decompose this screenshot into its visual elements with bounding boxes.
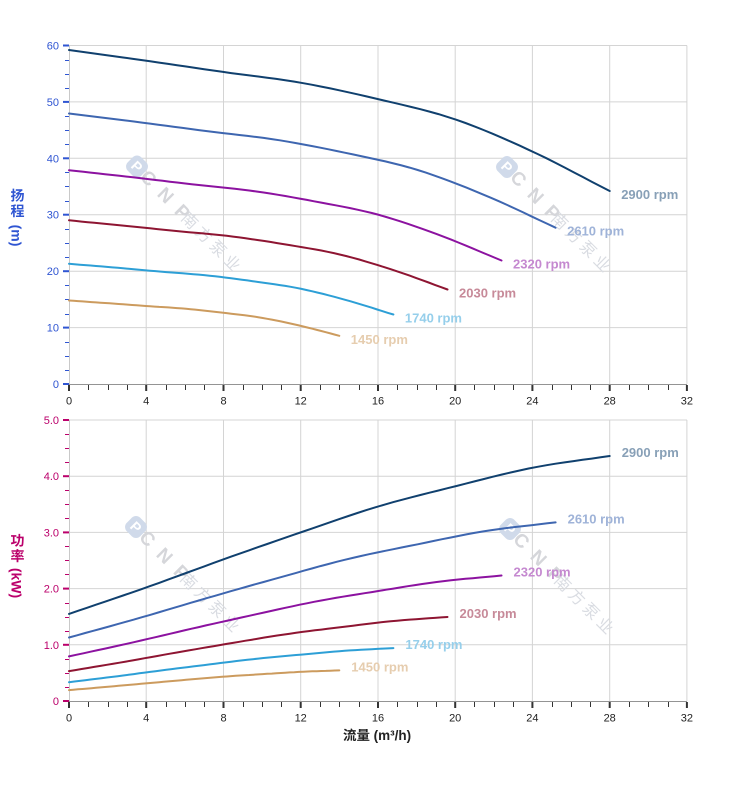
svg-text:0: 0	[53, 696, 59, 708]
svg-text:16: 16	[372, 396, 384, 408]
svg-text:32: 32	[681, 396, 693, 408]
svg-text:(m³/h): (m³/h)	[374, 728, 412, 743]
svg-text:1740 rpm: 1740 rpm	[405, 311, 462, 326]
svg-text:28: 28	[604, 396, 616, 408]
svg-text:2610 rpm: 2610 rpm	[567, 224, 624, 239]
svg-text:0: 0	[66, 713, 72, 725]
svg-text:28: 28	[604, 713, 616, 725]
svg-text:24: 24	[526, 396, 538, 408]
svg-text:(m): (m)	[9, 225, 25, 247]
svg-text:3.0: 3.0	[44, 527, 59, 539]
svg-text:4: 4	[143, 396, 149, 408]
svg-text:5.0: 5.0	[44, 415, 59, 427]
svg-text:2610 rpm: 2610 rpm	[568, 511, 625, 526]
svg-text:2900 rpm: 2900 rpm	[622, 445, 679, 460]
svg-text:30: 30	[47, 210, 59, 222]
svg-text:40: 40	[47, 153, 59, 165]
svg-text:8: 8	[220, 396, 226, 408]
svg-text:0: 0	[53, 379, 59, 391]
svg-text:20: 20	[47, 266, 59, 278]
svg-text:20: 20	[449, 713, 461, 725]
svg-text:12: 12	[295, 713, 307, 725]
svg-text:50: 50	[47, 97, 59, 109]
svg-text:24: 24	[526, 713, 538, 725]
svg-text:20: 20	[449, 396, 461, 408]
svg-text:2320 rpm: 2320 rpm	[513, 257, 570, 272]
svg-text:1740 rpm: 1740 rpm	[405, 637, 462, 652]
svg-text:4.0: 4.0	[44, 471, 59, 483]
svg-text:1450 rpm: 1450 rpm	[351, 659, 408, 674]
svg-text:8: 8	[220, 713, 226, 725]
svg-text:1450 rpm: 1450 rpm	[351, 332, 408, 347]
svg-text:2320 rpm: 2320 rpm	[514, 565, 571, 580]
svg-text:2900 rpm: 2900 rpm	[621, 187, 678, 202]
svg-text:60: 60	[47, 41, 59, 53]
svg-text:16: 16	[372, 713, 384, 725]
svg-text:1.0: 1.0	[44, 640, 59, 652]
svg-text:4: 4	[143, 713, 149, 725]
svg-text:(kW): (kW)	[9, 568, 25, 598]
svg-text:10: 10	[47, 323, 59, 335]
svg-text:2030 rpm: 2030 rpm	[460, 606, 517, 621]
svg-text:0: 0	[66, 396, 72, 408]
svg-text:2030 rpm: 2030 rpm	[459, 286, 516, 301]
svg-text:12: 12	[295, 396, 307, 408]
svg-text:2.0: 2.0	[44, 584, 59, 596]
svg-text:32: 32	[681, 713, 693, 725]
